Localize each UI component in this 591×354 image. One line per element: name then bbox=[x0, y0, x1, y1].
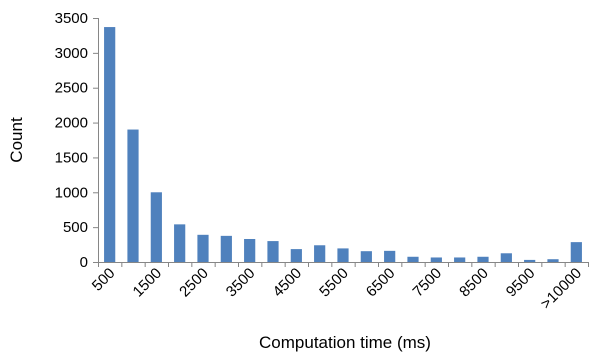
y-tick-label: 2000 bbox=[55, 115, 88, 132]
bar bbox=[104, 27, 116, 263]
bar bbox=[267, 241, 279, 262]
bar bbox=[150, 192, 162, 262]
x-tick-label: 500 bbox=[89, 265, 119, 295]
y-tick-label: 0 bbox=[80, 254, 88, 271]
bar bbox=[360, 251, 372, 262]
bar bbox=[337, 248, 349, 262]
bar bbox=[220, 235, 232, 262]
bar bbox=[454, 257, 466, 262]
x-tick-label: 5500 bbox=[316, 265, 352, 301]
y-tick-label: 2500 bbox=[55, 80, 88, 97]
x-tick-label: 3500 bbox=[223, 265, 259, 301]
bar bbox=[290, 249, 302, 262]
x-tick-label: 7500 bbox=[410, 265, 446, 301]
y-axis-title: Count bbox=[7, 117, 26, 163]
bars bbox=[104, 27, 582, 263]
bar bbox=[430, 257, 442, 262]
bar bbox=[314, 245, 326, 262]
x-tick-label: 8500 bbox=[456, 265, 492, 301]
y-tick-label: 1000 bbox=[55, 184, 88, 201]
bar bbox=[127, 129, 139, 262]
y-tick-label: 1500 bbox=[55, 149, 88, 166]
y-tick-label: 3500 bbox=[55, 10, 88, 27]
x-axis-ticks: 500 1500 2500 3500 4500 5500 6500 7500 8500 9500>… bbox=[89, 262, 589, 313]
bar bbox=[524, 259, 536, 262]
bar bbox=[570, 242, 582, 262]
x-axis-title: Computation time (ms) bbox=[259, 333, 431, 352]
bar bbox=[384, 250, 396, 262]
x-tick-label: 9500 bbox=[503, 265, 539, 301]
bar bbox=[244, 238, 256, 262]
y-tick-label: 3000 bbox=[55, 45, 88, 62]
x-tick-label: 1500 bbox=[130, 265, 166, 301]
x-tick-label: 4500 bbox=[270, 265, 306, 301]
x-tick-label: >10000 bbox=[537, 265, 585, 313]
bar bbox=[547, 259, 559, 262]
bar bbox=[407, 256, 419, 262]
x-tick-label: 6500 bbox=[363, 265, 399, 301]
y-axis-ticks: 0 500 1000 1500 2000 2500 3000 3500 bbox=[55, 10, 98, 271]
bar bbox=[197, 234, 209, 262]
bar bbox=[477, 256, 489, 262]
bar bbox=[500, 253, 512, 262]
bar bbox=[174, 224, 186, 262]
x-tick-label: 2500 bbox=[176, 265, 212, 301]
y-tick-label: 500 bbox=[63, 219, 88, 236]
